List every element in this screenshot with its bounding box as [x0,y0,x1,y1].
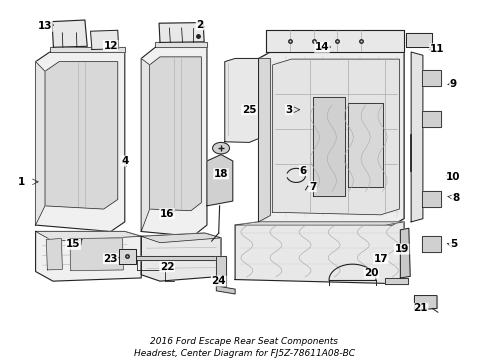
Polygon shape [216,256,225,286]
Polygon shape [141,47,206,236]
Polygon shape [141,58,149,231]
Text: 12: 12 [103,41,118,51]
Text: 23: 23 [103,254,118,264]
Text: 9: 9 [449,79,456,89]
Polygon shape [206,154,232,206]
Polygon shape [70,238,123,271]
Text: 2: 2 [196,20,203,30]
Polygon shape [149,57,201,211]
Polygon shape [410,52,422,222]
Polygon shape [312,97,345,196]
Text: 2016 Ford Escape Rear Seat Components
Headrest, Center Diagram for FJ5Z-78611A08: 2016 Ford Escape Rear Seat Components He… [134,337,354,358]
Polygon shape [235,222,403,283]
Polygon shape [159,23,203,42]
Text: 19: 19 [394,244,408,254]
Polygon shape [52,20,87,47]
Polygon shape [90,30,119,49]
Text: 22: 22 [160,262,174,272]
Polygon shape [265,30,403,52]
Polygon shape [400,228,409,278]
Polygon shape [421,192,440,207]
Polygon shape [36,62,45,225]
Polygon shape [135,256,216,260]
Text: 18: 18 [213,169,228,179]
Text: 3: 3 [285,105,292,115]
Polygon shape [272,59,399,215]
Polygon shape [414,296,436,310]
Text: 24: 24 [211,276,225,286]
Polygon shape [224,58,258,143]
Text: 6: 6 [299,166,306,176]
Polygon shape [421,236,440,252]
Polygon shape [258,58,270,222]
Polygon shape [421,70,440,86]
Polygon shape [36,52,124,231]
Text: 21: 21 [412,303,427,313]
Text: 8: 8 [451,193,458,203]
Polygon shape [36,231,141,281]
Text: 16: 16 [160,209,174,219]
Polygon shape [406,33,431,47]
Text: 5: 5 [449,239,456,249]
Polygon shape [46,239,62,270]
Polygon shape [421,111,440,127]
Polygon shape [119,249,135,264]
Polygon shape [141,233,221,281]
Text: 1: 1 [18,177,25,187]
Polygon shape [155,42,206,47]
Text: 20: 20 [363,268,378,278]
Text: 7: 7 [308,182,316,192]
Polygon shape [258,52,403,225]
Text: 15: 15 [66,239,80,249]
Circle shape [212,143,229,154]
Polygon shape [141,233,221,243]
Polygon shape [347,103,382,186]
Text: 11: 11 [429,44,443,54]
Text: 4: 4 [121,156,128,166]
Polygon shape [36,231,141,241]
Text: 13: 13 [38,22,52,31]
Text: 25: 25 [242,105,256,115]
Text: 14: 14 [314,42,328,52]
Text: 17: 17 [372,254,387,264]
Text: 10: 10 [445,172,460,182]
Polygon shape [216,286,235,294]
Polygon shape [45,62,118,209]
Polygon shape [385,278,407,284]
Polygon shape [235,222,403,225]
Polygon shape [50,47,124,52]
